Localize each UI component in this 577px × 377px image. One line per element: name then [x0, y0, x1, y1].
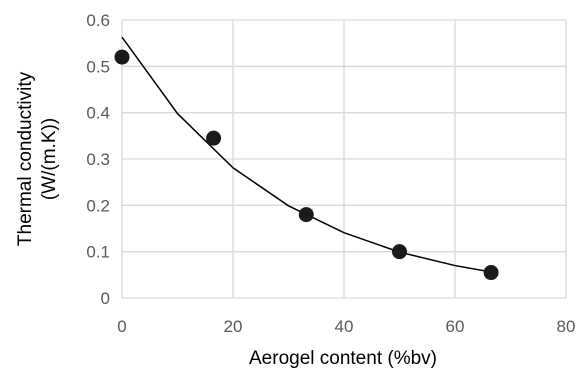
data-points — [114, 49, 499, 281]
trendline — [121, 36, 492, 273]
x-tick-label: 60 — [446, 317, 465, 336]
x-tick-label: 40 — [335, 317, 354, 336]
y-axis-label-line-1: Thermal conductivity — [15, 71, 36, 246]
y-tick-label: 0.4 — [86, 104, 110, 123]
y-tick-label: 0 — [101, 289, 110, 308]
y-tick-label: 0.5 — [86, 57, 110, 76]
y-tick-label: 0.6 — [86, 11, 110, 30]
x-axis-label: Aerogel content (%bv) — [249, 348, 437, 369]
y-tick-label: 0.3 — [86, 150, 110, 169]
y-tick-labels: 0 0.1 0.2 0.3 0.4 0.5 0.6 — [86, 11, 110, 308]
data-point — [114, 49, 130, 65]
y-tick-label: 0.2 — [86, 196, 110, 215]
x-tick-label: 80 — [557, 317, 576, 336]
x-tick-label: 0 — [117, 317, 126, 336]
data-point — [206, 130, 222, 146]
data-point — [483, 265, 499, 281]
x-tick-labels: 0 20 40 60 80 — [117, 317, 575, 336]
y-tick-label: 0.1 — [86, 243, 110, 262]
x-tick-label: 20 — [224, 317, 243, 336]
grid-lines — [121, 19, 567, 299]
y-axis-label: Thermal conductivity (W/(m.K)) — [15, 71, 60, 246]
data-point — [298, 207, 314, 223]
trendline-group — [121, 36, 492, 273]
y-axis-label-line-2: (W/(m.K)) — [39, 118, 60, 200]
data-point — [392, 244, 407, 260]
